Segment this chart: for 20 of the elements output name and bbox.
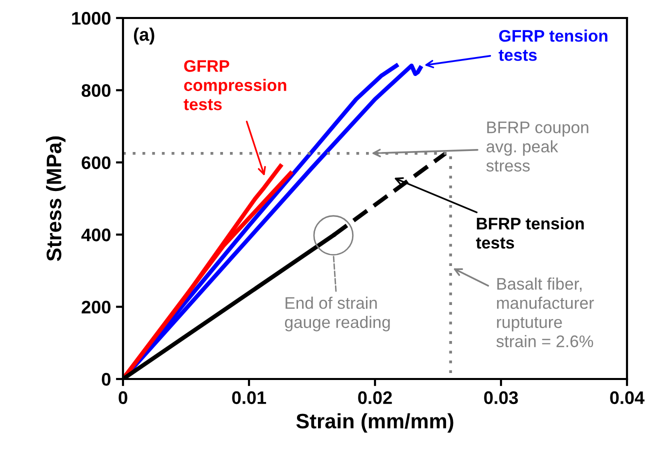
x-tick-label: 0.02 [358,391,392,404]
x-tick-label: 0.03 [484,391,518,404]
annotation: BFRP coupon avg. peak stress [486,122,588,172]
y-tick-label: 800 [82,84,110,97]
y-tick-label: 600 [82,156,110,170]
annotation: Basalt fiber, manufacturer ruptuture strain = 2.6% [496,278,594,348]
y-tick-label: 1000 [72,12,110,25]
y-axis-title: Stress (MPa) [46,136,66,261]
x-tick-label: 0.01 [232,391,266,404]
x-tick-label: 0 [118,391,128,404]
text: BFRP tension tests [476,217,584,249]
y-tick-label: 400 [81,228,110,242]
text: GFRP compression tests [184,60,286,110]
y-tick-label: 200 [82,300,110,314]
x-tick-label: 0.04 [610,391,644,404]
annotation: End of strain gauge reading [284,296,390,332]
y-tick-label: 0 [102,372,110,386]
x-axis-title: Strain (mm/mm) [296,413,454,433]
text: GFRP tension tests [498,30,608,61]
annotation: (a) [134,28,154,44]
